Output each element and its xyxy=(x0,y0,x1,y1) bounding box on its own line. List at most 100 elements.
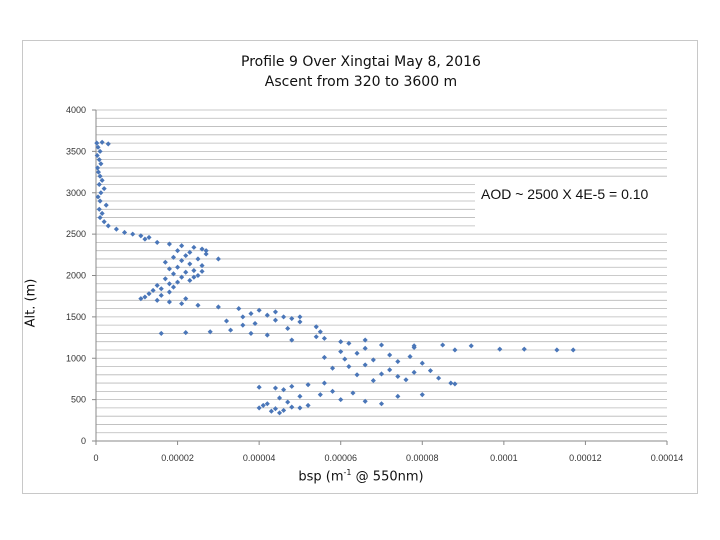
data-point xyxy=(130,231,136,237)
data-point xyxy=(321,335,327,341)
data-point xyxy=(354,372,360,378)
data-point xyxy=(342,356,348,362)
data-point xyxy=(122,229,128,236)
data-point xyxy=(297,314,303,320)
data-point xyxy=(170,284,177,290)
data-point xyxy=(468,343,474,349)
data-point xyxy=(264,401,270,407)
data-point xyxy=(281,407,287,413)
data-point xyxy=(105,141,111,147)
data-point xyxy=(101,219,107,225)
data-point xyxy=(183,296,189,302)
data-point xyxy=(166,266,172,272)
x-tick-label: 0 xyxy=(93,453,98,463)
y-tick-label: 1500 xyxy=(66,312,86,322)
data-point xyxy=(195,256,201,262)
data-point xyxy=(97,173,103,179)
data-point xyxy=(223,318,230,324)
data-point xyxy=(248,311,254,317)
data-point xyxy=(497,346,503,352)
axes xyxy=(92,109,668,445)
data-point xyxy=(387,352,393,358)
y-tick-label: 2500 xyxy=(66,229,86,239)
data-point xyxy=(99,177,105,183)
data-point xyxy=(317,392,323,398)
data-point xyxy=(272,385,279,391)
data-point xyxy=(170,254,177,260)
data-point xyxy=(162,259,168,265)
data-point xyxy=(105,223,111,229)
data-point xyxy=(370,378,376,384)
x-axis-label-tail: @ 550nm) xyxy=(351,469,424,485)
y-tick-label: 1000 xyxy=(66,353,86,363)
data-point xyxy=(166,299,172,305)
data-point xyxy=(99,139,105,145)
data-point xyxy=(407,354,413,360)
data-point xyxy=(113,226,119,232)
data-point xyxy=(387,367,393,373)
data-point xyxy=(97,198,103,204)
data-point xyxy=(98,190,104,196)
data-point xyxy=(179,301,185,307)
x-tick-label: 0.0001 xyxy=(490,453,518,463)
data-point xyxy=(96,157,102,163)
y-tick-label: 0 xyxy=(81,436,86,446)
data-point xyxy=(228,327,234,333)
data-point xyxy=(203,248,209,254)
data-point xyxy=(281,387,287,393)
data-point xyxy=(452,381,458,387)
data-point xyxy=(289,337,295,343)
data-point xyxy=(142,236,148,242)
data-point xyxy=(95,165,101,171)
data-point xyxy=(317,329,323,335)
data-point xyxy=(346,340,352,346)
data-point xyxy=(150,287,156,293)
data-point xyxy=(305,402,311,408)
data-point xyxy=(203,251,209,257)
data-point xyxy=(240,314,246,320)
data-point xyxy=(183,330,189,336)
x-tick-label: 0.00008 xyxy=(406,453,439,463)
data-point xyxy=(191,267,197,274)
data-point xyxy=(346,363,352,370)
data-point xyxy=(378,401,385,407)
data-point xyxy=(354,350,360,356)
data-point xyxy=(138,296,144,302)
x-tick-label: 0.00014 xyxy=(651,453,684,463)
data-point xyxy=(419,360,425,366)
data-point xyxy=(427,368,433,374)
x-axis-label: bsp (m-1 @ 550nm) xyxy=(23,468,699,484)
data-point xyxy=(96,181,102,188)
data-point xyxy=(362,362,368,368)
y-tick-label: 500 xyxy=(71,395,86,405)
data-point xyxy=(146,234,152,240)
data-point xyxy=(215,304,221,310)
data-point xyxy=(97,148,103,154)
data-point xyxy=(297,319,303,325)
data-point xyxy=(158,330,164,336)
data-point xyxy=(96,206,102,212)
data-point xyxy=(338,339,344,345)
data-point xyxy=(191,244,197,250)
data-point xyxy=(436,375,442,381)
data-point xyxy=(199,246,205,252)
x-tick-label: 0.00012 xyxy=(569,453,602,463)
data-point xyxy=(103,202,109,208)
data-point xyxy=(199,263,205,269)
data-point xyxy=(252,320,258,327)
data-point xyxy=(187,277,193,284)
data-point xyxy=(281,314,287,320)
x-axis-label-main: bsp (m xyxy=(298,469,344,485)
y-tick-label: 3500 xyxy=(66,146,86,156)
data-point xyxy=(187,261,193,267)
y-tick-label: 2000 xyxy=(66,271,86,281)
data-point xyxy=(215,256,221,262)
data-point xyxy=(285,399,291,405)
data-point xyxy=(99,210,105,216)
data-point xyxy=(154,297,160,303)
data-point xyxy=(175,248,181,254)
data-point xyxy=(321,354,327,360)
x-tick-label: 0.00004 xyxy=(243,453,276,463)
data-point xyxy=(183,253,189,259)
data-point xyxy=(179,258,185,264)
